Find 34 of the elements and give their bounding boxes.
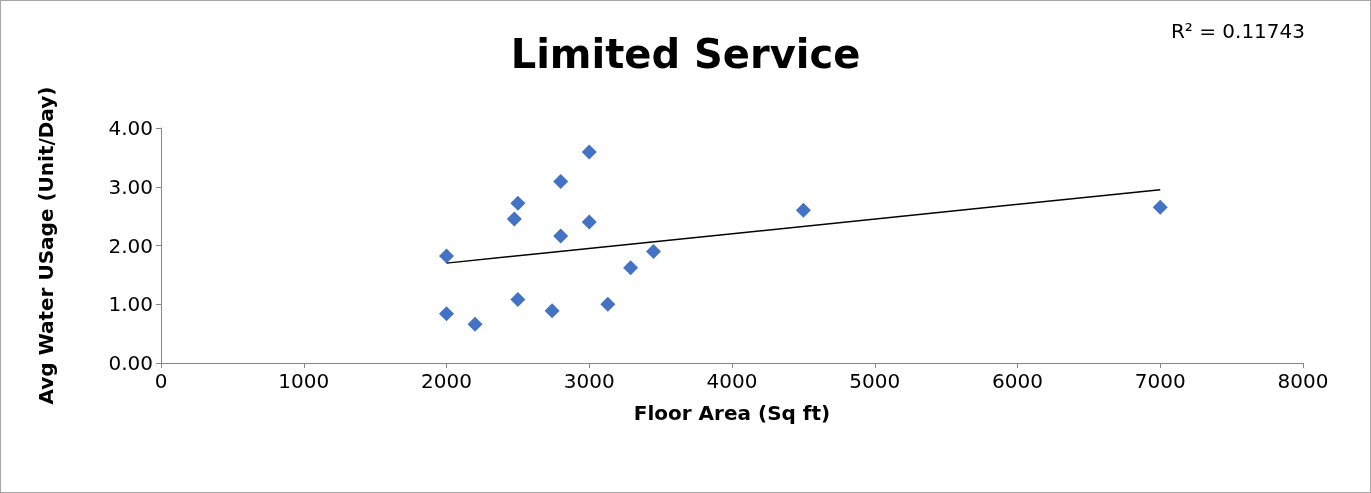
y-axis-title: Avg Water USage (Unit/Day) bbox=[34, 86, 58, 405]
y-tick-label: 2.00 bbox=[108, 233, 153, 258]
point bbox=[467, 316, 483, 332]
point bbox=[623, 260, 639, 276]
x-tick-label: 2000 bbox=[421, 369, 472, 393]
x-tick-label: 4000 bbox=[706, 369, 758, 393]
x-tick-label: 7000 bbox=[1134, 369, 1186, 393]
chart-title: Limited Service bbox=[510, 31, 861, 77]
x-tick-label: 0 bbox=[154, 369, 168, 393]
point bbox=[510, 195, 526, 211]
x-tick-label: 8000 bbox=[1277, 369, 1329, 393]
point bbox=[1152, 199, 1168, 215]
point bbox=[510, 292, 526, 308]
point bbox=[795, 202, 811, 218]
y-tick-label: 3.00 bbox=[108, 174, 153, 199]
x-tick-label: 1000 bbox=[278, 369, 330, 393]
text: R² = 0.11743 bbox=[1170, 19, 1305, 43]
y-tick-label: 1.00 bbox=[108, 292, 153, 317]
x-tick-label: 3000 bbox=[563, 369, 615, 393]
point bbox=[581, 214, 597, 230]
x-tick-label: 6000 bbox=[992, 369, 1043, 393]
point bbox=[439, 306, 454, 322]
x-axis-title: Floor Area (Sq ft) bbox=[633, 401, 831, 425]
point bbox=[553, 228, 569, 244]
y-tick-label: 4.00 bbox=[108, 116, 153, 140]
point bbox=[600, 296, 616, 312]
point bbox=[645, 243, 661, 259]
point bbox=[439, 248, 454, 264]
point bbox=[544, 303, 560, 319]
point bbox=[581, 144, 597, 160]
point bbox=[506, 211, 522, 227]
y-tick-label: 0.00 bbox=[108, 351, 153, 375]
x-tick-label: 5000 bbox=[849, 369, 901, 393]
point bbox=[553, 173, 569, 189]
